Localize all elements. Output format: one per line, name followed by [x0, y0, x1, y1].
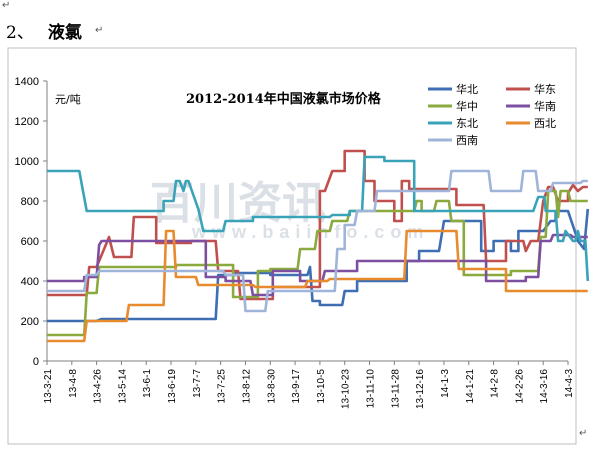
- paragraph-mark: ↵: [2, 0, 11, 11]
- legend-label: 华北: [456, 82, 478, 96]
- paragraph-mark: ↵: [95, 25, 104, 36]
- x-tick-label: 14-2-8: [490, 369, 501, 398]
- section-heading: 2、 液氯: [6, 18, 82, 43]
- legend-label: 西北: [534, 117, 556, 130]
- y-tick-label: 0: [33, 356, 39, 368]
- chart-title: 2012-2014年中国液氯市场价格: [186, 91, 382, 107]
- legend-label: 华东: [534, 82, 556, 96]
- x-tick-label: 13-7-7: [192, 369, 203, 398]
- x-tick-label: 13-4-8: [68, 369, 79, 398]
- legend-label: 东北: [456, 117, 478, 130]
- x-tick-label: 13-6-1: [142, 369, 153, 398]
- x-tick-label: 13-10-5: [316, 369, 327, 404]
- series-line-西北: [47, 229, 588, 343]
- series-line-西南: [47, 169, 588, 313]
- x-tick-label: 13-11-10: [366, 369, 377, 409]
- y-tick-label: 1400: [15, 76, 39, 88]
- x-tick-label: 13-8-12: [241, 369, 252, 404]
- paragraph-mark: ↵: [579, 428, 588, 439]
- legend-label: 华中: [456, 99, 478, 113]
- series-line-华东: [47, 149, 588, 301]
- x-tick-label: 13-11-28: [390, 369, 401, 409]
- y-tick-label: 800: [21, 196, 39, 208]
- x-tick-label: 13-5-14: [117, 369, 128, 404]
- y-tick-label: 400: [21, 276, 39, 288]
- watermark: 百川资讯 www.baiinfo.com: [150, 178, 429, 242]
- x-tick-label: 13-6-19: [167, 369, 178, 404]
- chart-border: [7, 47, 577, 445]
- legend-label: 西南: [456, 134, 478, 147]
- x-tick-label: 13-4-26: [93, 369, 104, 404]
- x-tick-label: 13-8-30: [266, 369, 277, 404]
- legend-label: 华南: [534, 99, 556, 113]
- y-tick-label: 600: [21, 236, 39, 248]
- x-axis: 13-3-21 13-4-8 13-4-26 13-5-14 13-6-1 13-6-19…: [43, 360, 575, 409]
- x-tick-label: 13-7-25: [217, 369, 228, 404]
- x-tick-label: 14-1-21: [465, 369, 476, 404]
- section-number: 2、: [6, 23, 34, 43]
- x-tick-label: 13-3-21: [43, 369, 54, 404]
- y-tick-label: 1000: [15, 156, 39, 168]
- x-tick-label: 14-2-26: [514, 369, 525, 404]
- y-tick-label: 200: [21, 316, 39, 328]
- y-axis: 0 200 400 600 800 1000 1200 1400: [15, 76, 48, 368]
- x-tick-label: 14-1-3: [440, 369, 451, 398]
- x-tick-label: 14-3-16: [539, 369, 550, 404]
- watermark-url: www.baiinfo.com: [191, 222, 429, 242]
- unit-label: 元/吨: [55, 93, 81, 106]
- x-tick-label: 13-12-16: [415, 369, 426, 409]
- x-tick-label: 13-9-17: [291, 369, 302, 404]
- series-group: [47, 149, 590, 343]
- x-tick-label: 14-4-3: [564, 369, 575, 398]
- section-title: 液氯: [47, 23, 82, 43]
- y-tick-label: 1200: [15, 116, 39, 128]
- x-tick-label: 13-10-23: [341, 369, 352, 409]
